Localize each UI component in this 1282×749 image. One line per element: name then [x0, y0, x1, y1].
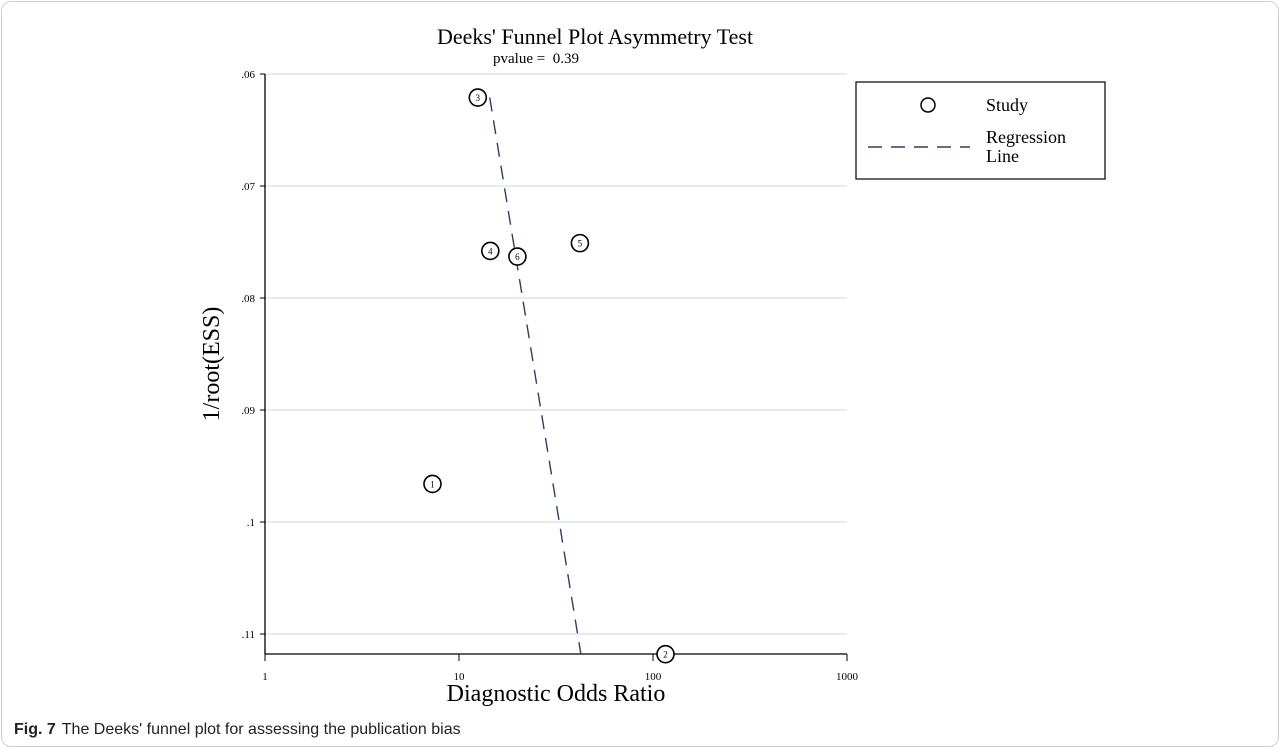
regression-line: [489, 97, 582, 655]
study-point: 6: [508, 247, 527, 266]
legend: Study Regression Line: [855, 81, 1106, 180]
y-axis-label: 1/root(ESS): [199, 307, 225, 422]
chart-subtitle: pvalue = 0.39: [493, 51, 579, 67]
study-marker: [423, 474, 442, 494]
axes-layer: [264, 74, 847, 655]
study-point: 3: [468, 88, 488, 107]
figure-caption: Fig. 7 The Deeks' funnel plot for assessi…: [14, 721, 461, 739]
study-marker: [570, 233, 590, 253]
x-tick-label: 10: [454, 671, 466, 683]
study-label: 2: [663, 650, 668, 660]
legend-label-study: Study: [986, 95, 1028, 115]
study-label: 3: [476, 93, 481, 103]
legend-box: [855, 81, 1106, 180]
ticks-layer: .06 .07 .08 .09 .1 .11 1 10 100 1000: [241, 69, 858, 683]
study-marker: [468, 88, 488, 107]
study-marker: [508, 247, 527, 266]
y-tick-label: .11: [242, 629, 255, 641]
legend-label-regression: Regression Line: [986, 127, 1066, 166]
points-layer: 1 2 3 4 5 6: [423, 88, 675, 664]
x-tick-label: 1000: [836, 671, 859, 683]
y-tick-label: .1: [247, 517, 255, 529]
study-point: 2: [656, 644, 675, 664]
y-tick-label: .09: [241, 405, 255, 417]
chart-title: Deeks' Funnel Plot Asymmetry Test: [437, 24, 753, 49]
regression-layer: [489, 97, 582, 655]
caption-text: The Deeks' funnel plot for assessing the…: [61, 721, 461, 738]
study-label: 4: [488, 246, 493, 256]
study-marker: [481, 241, 500, 261]
study-label: 1: [430, 479, 435, 489]
x-tick-label: 100: [645, 671, 662, 683]
x-axis-label: Diagnostic Odds Ratio: [447, 681, 666, 707]
study-label: 5: [578, 239, 583, 249]
y-tick-label: .08: [241, 293, 255, 305]
study-point: 1: [423, 474, 442, 494]
study-point: 4: [481, 241, 500, 261]
study-point: 5: [570, 233, 590, 253]
y-tick-label: .07: [241, 181, 255, 193]
caption-label: Fig. 7: [14, 721, 56, 738]
study-label: 6: [515, 252, 520, 262]
legend-label-regression-line1: Regression: [986, 127, 1066, 147]
legend-circle-icon: [920, 97, 936, 113]
legend-label-regression-line2: Line: [986, 146, 1019, 166]
study-marker: [656, 644, 675, 664]
y-tick-label: .06: [241, 69, 255, 81]
x-tick-label: 1: [262, 671, 268, 683]
grid-layer: [265, 73, 847, 635]
